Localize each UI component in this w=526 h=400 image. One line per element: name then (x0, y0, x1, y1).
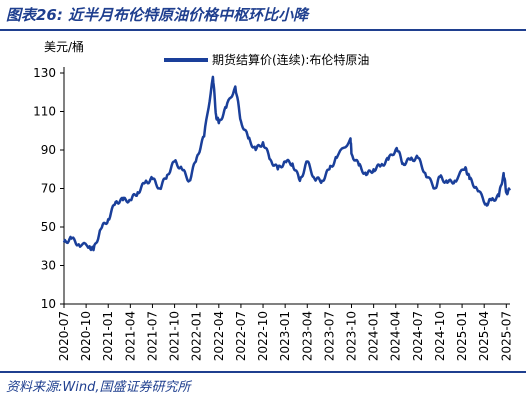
x-tick-label: 2023-04 (300, 311, 314, 361)
y-tick-label: 110 (33, 105, 56, 119)
x-tick-label: 2021-01 (101, 311, 115, 361)
x-tick-label: 2022-07 (234, 311, 248, 361)
x-tick-label: 2020-10 (79, 311, 93, 361)
x-tick-label: 2024-01 (367, 311, 381, 361)
x-tick-label: 2024-04 (389, 311, 403, 361)
legend-label: 期货结算价(连续):布伦特原油 (212, 52, 369, 67)
x-tick-label: 2021-07 (145, 311, 159, 361)
x-tick-label: 2025-07 (499, 311, 513, 361)
y-tick-label: 30 (41, 259, 56, 273)
x-tick-label: 2023-01 (278, 311, 292, 361)
x-tick-label: 2025-04 (477, 311, 491, 361)
title-divider (0, 29, 526, 31)
y-tick-label: 130 (33, 66, 56, 80)
x-tick-label: 2022-04 (212, 311, 226, 361)
x-tick-label: 2025-01 (455, 311, 469, 361)
x-tick-label: 2024-07 (411, 311, 425, 361)
brent-price-chart: 美元/桶 期货结算价(连续):布伦特原油 10 30 50 70 90 110 130 20… (33, 39, 513, 361)
chart-title: 图表26: 近半月布伦特原油价格中枢环比小降 (6, 6, 309, 24)
brent-series-line (62, 75, 511, 252)
x-tick-label: 2024-10 (433, 311, 447, 361)
x-tick-label: 2022-01 (190, 311, 204, 361)
y-tick-label: 10 (41, 297, 56, 311)
x-tick-label: 2021-04 (123, 311, 137, 361)
x-tick-label: 2023-07 (322, 311, 336, 361)
y-tick-label: 70 (41, 182, 56, 196)
x-tick-label: 2023-10 (345, 311, 359, 361)
y-axis: 10 30 50 70 90 110 130 (33, 66, 65, 311)
source-note: 资料来源:Wind,国盛证券研究所 (6, 380, 191, 395)
footer-divider (0, 371, 526, 373)
x-tick-label: 2022-10 (256, 311, 270, 361)
chart-legend: 期货结算价(连续):布伦特原油 (164, 52, 369, 67)
x-tick-label: 2020-07 (57, 311, 71, 361)
y-axis-unit-label: 美元/桶 (44, 39, 84, 54)
x-axis: 2020-07 2020-10 2021-01 2021-04 2021-07 2021-… (57, 303, 513, 361)
x-tick-label: 2021-10 (168, 311, 182, 361)
y-tick-label: 50 (41, 220, 56, 234)
y-tick-label: 90 (41, 143, 56, 157)
